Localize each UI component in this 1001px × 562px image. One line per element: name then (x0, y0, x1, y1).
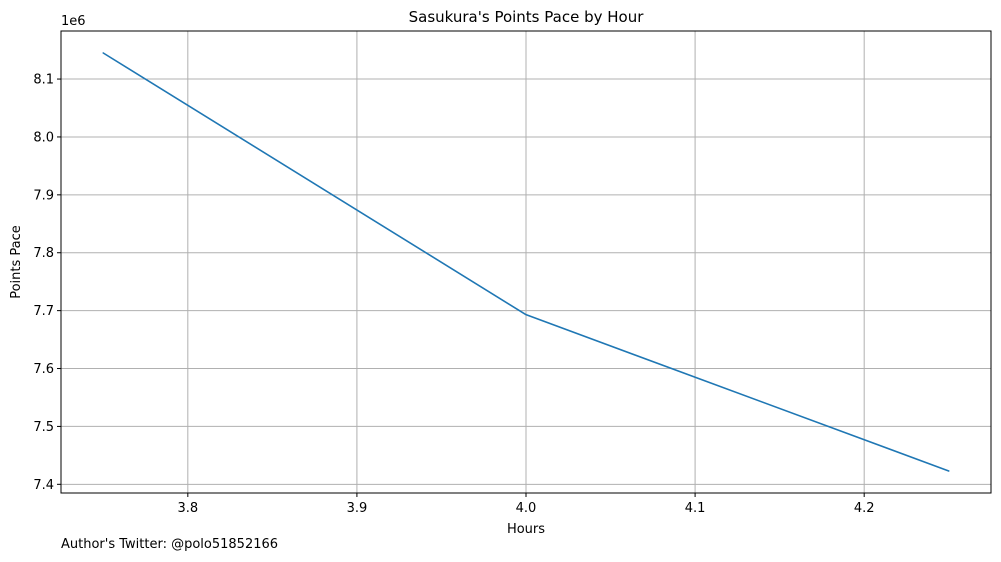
y-tick-label: 7.8 (33, 246, 54, 261)
x-axis-label: Hours (507, 522, 545, 537)
y-tick-label: 7.7 (33, 304, 54, 319)
x-tick-label: 4.2 (854, 501, 875, 516)
x-tick-label: 4.0 (516, 501, 537, 516)
y-tick-label: 8.0 (33, 130, 54, 145)
x-tick-label: 4.1 (685, 501, 706, 516)
author-credit: Author's Twitter: @polo51852166 (61, 537, 279, 552)
y-axis-offset-label: 1e6 (61, 14, 86, 29)
y-tick-label: 7.6 (33, 362, 54, 377)
y-axis-label: Points Pace (9, 225, 24, 299)
y-tick-label: 7.9 (33, 188, 54, 203)
y-tick-label: 7.5 (33, 420, 54, 435)
series-layer (102, 52, 950, 472)
chart-title: Sasukura's Points Pace by Hour (409, 8, 645, 26)
tick-marks (57, 78, 865, 497)
y-tick-label: 8.1 (33, 73, 54, 88)
x-tick-label: 3.8 (177, 501, 198, 516)
grid-lines (61, 31, 991, 493)
x-tick-label: 3.9 (347, 501, 368, 516)
y-tick-label: 7.4 (33, 478, 54, 493)
